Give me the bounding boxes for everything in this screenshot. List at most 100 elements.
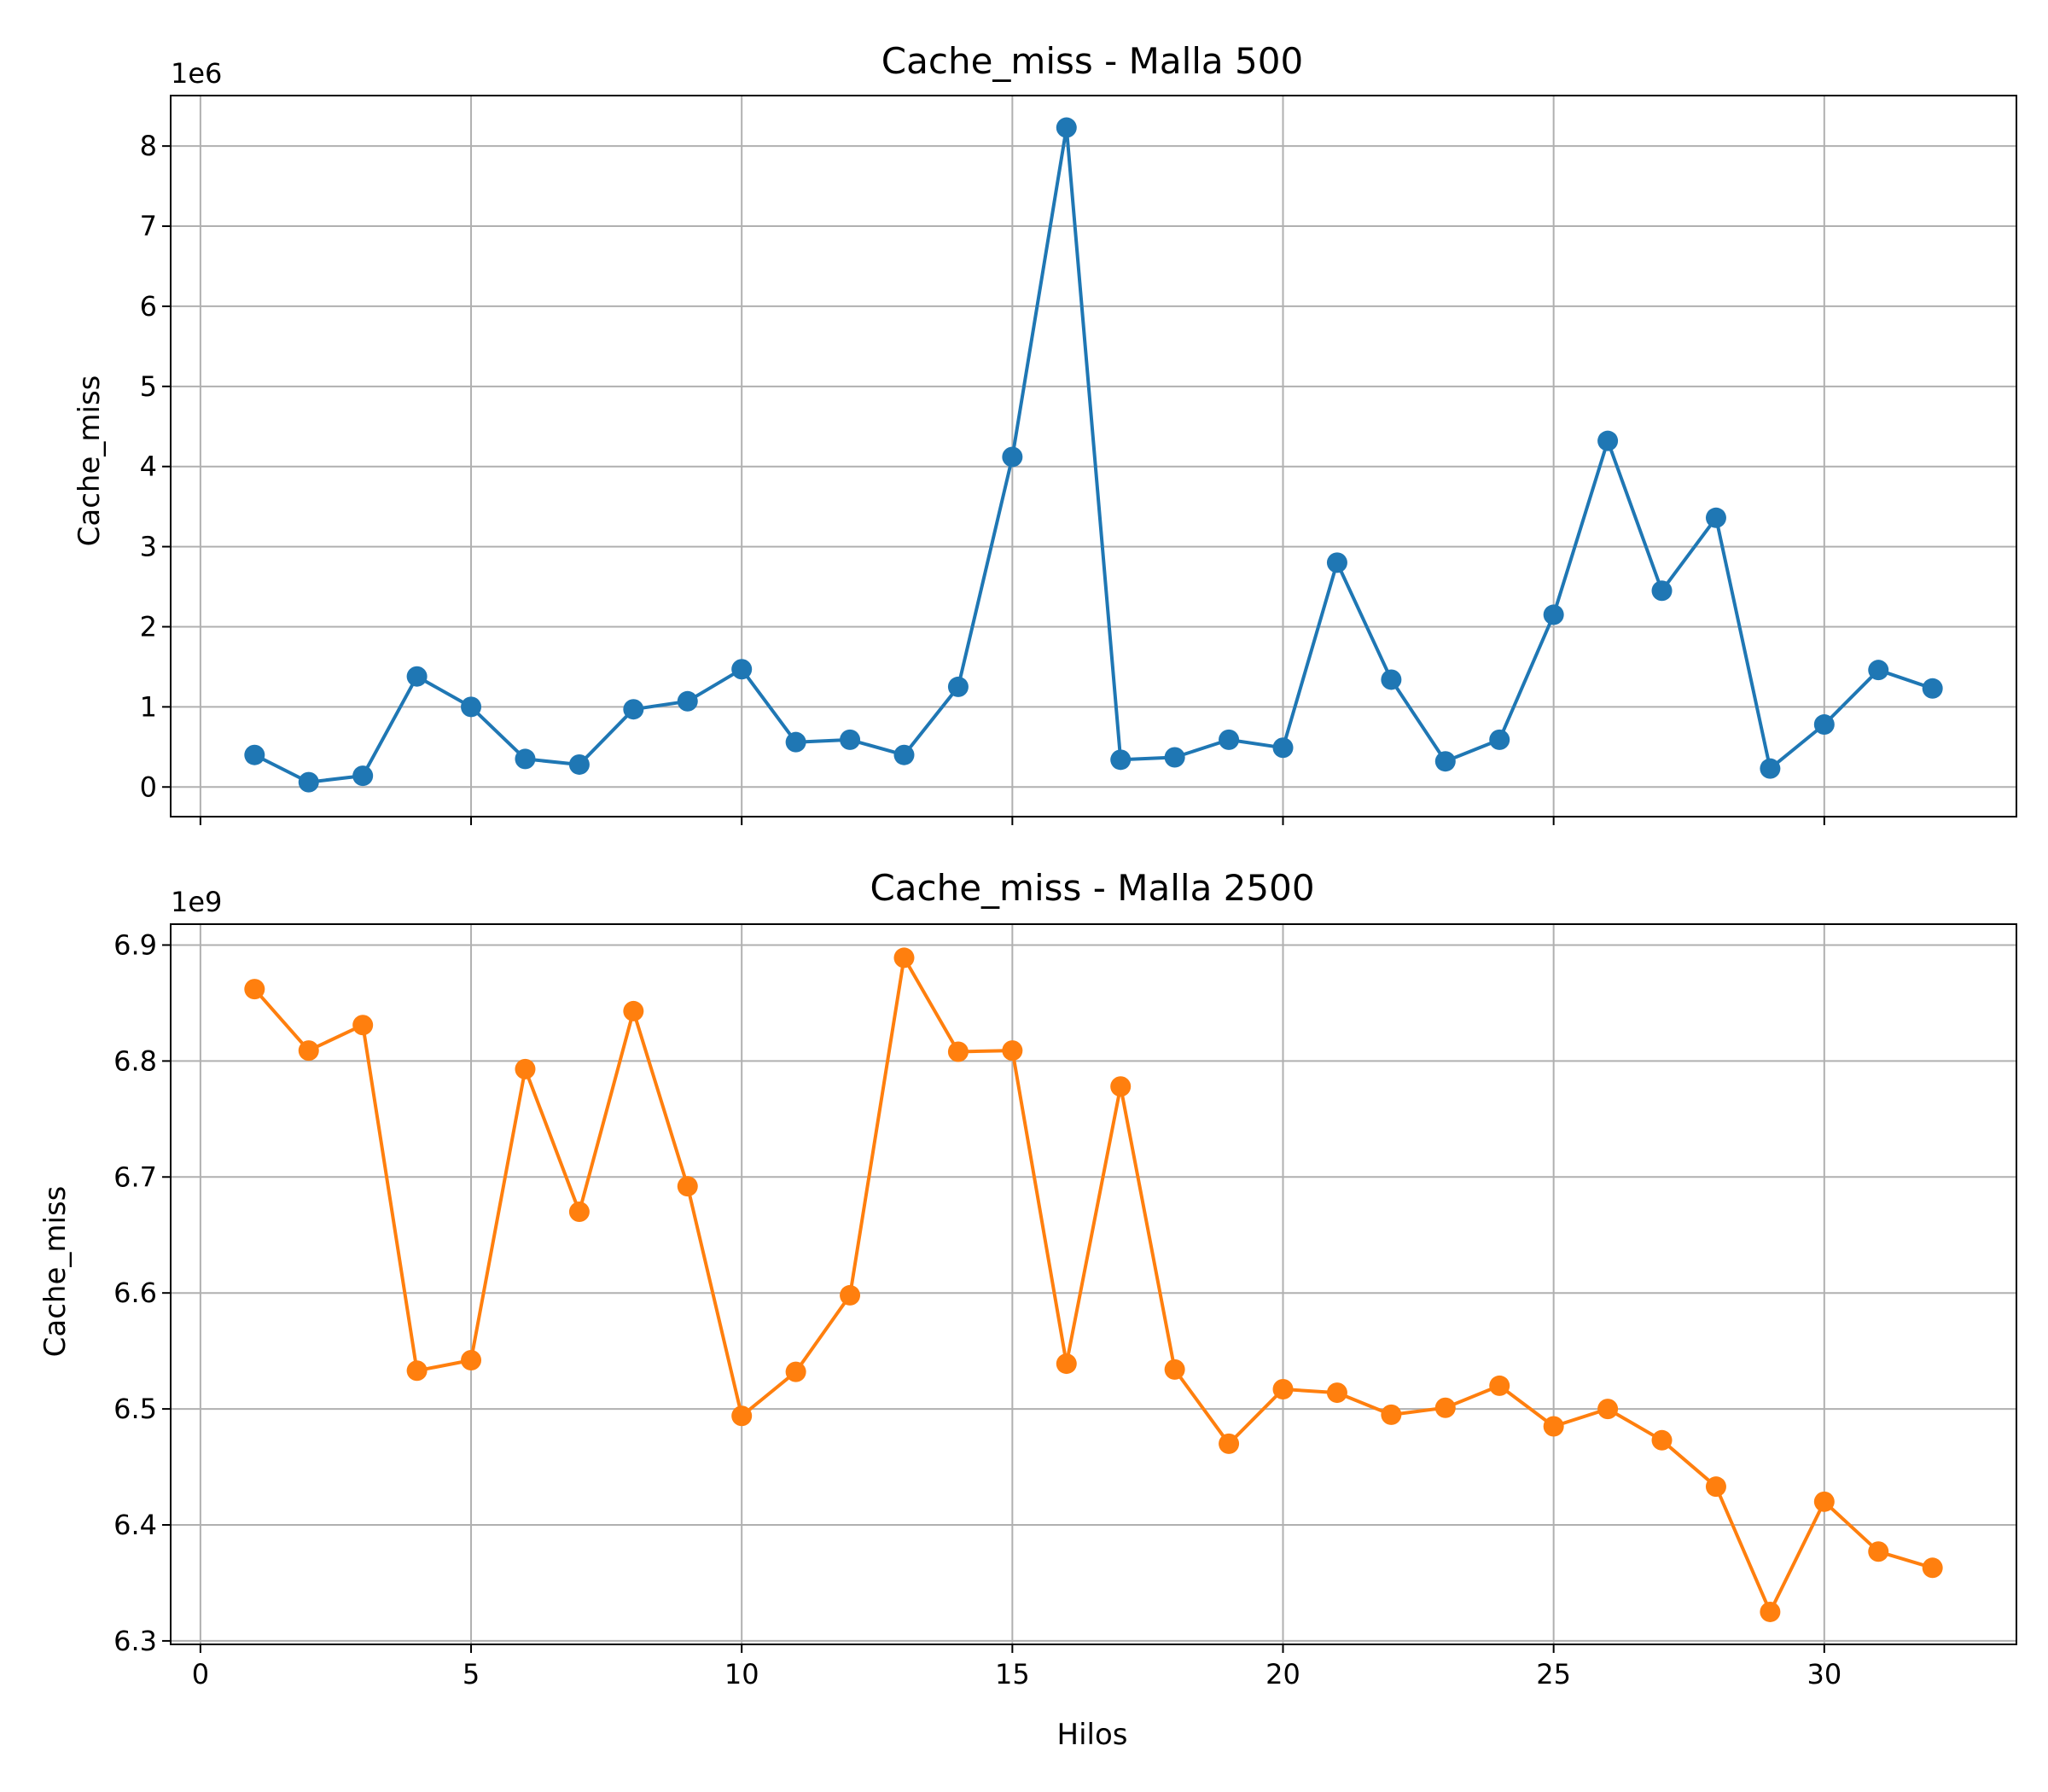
series-line — [253, 956, 1934, 1614]
data-point — [1272, 1378, 1294, 1399]
data-point — [1597, 1399, 1619, 1420]
y-tick-label: 6 — [140, 290, 157, 323]
plot-frame — [170, 923, 2017, 1645]
y-offset-label: 1e6 — [171, 57, 222, 90]
x-tick-label: 0 — [192, 1658, 209, 1690]
data-point — [1381, 1404, 1402, 1425]
data-point — [840, 1284, 861, 1306]
data-point — [461, 696, 482, 718]
chart-title: Cache_miss - Malla 2500 — [870, 867, 1314, 909]
y-tick-label: 7 — [140, 210, 157, 242]
y-axis-label: Cache_miss — [38, 1186, 73, 1358]
y-tick-label: 5 — [140, 370, 157, 403]
data-point — [1489, 729, 1510, 750]
y-tick-label: 3 — [140, 531, 157, 563]
data-point — [893, 947, 915, 969]
data-point — [785, 1361, 806, 1382]
data-point — [1597, 430, 1619, 451]
data-point — [298, 1040, 319, 1062]
x-tick-label: 10 — [724, 1658, 759, 1690]
x-tick-label: 20 — [1265, 1658, 1300, 1690]
data-point — [568, 1201, 590, 1223]
data-point — [1110, 1076, 1132, 1097]
data-point — [1651, 1429, 1673, 1451]
data-point — [1705, 507, 1726, 528]
data-point — [731, 659, 753, 680]
data-point — [623, 699, 644, 720]
data-point — [1219, 729, 1240, 750]
data-point — [1543, 604, 1564, 625]
data-point — [677, 690, 698, 712]
chart-title: Cache_miss - Malla 500 — [881, 40, 1303, 82]
data-point — [1326, 1382, 1347, 1404]
y-tick-label: 2 — [140, 610, 157, 643]
y-tick-label: 6.8 — [113, 1044, 157, 1077]
data-point — [1164, 747, 1185, 768]
data-point — [677, 1176, 698, 1197]
x-tick-label: 15 — [995, 1658, 1030, 1690]
data-point — [1381, 669, 1402, 690]
data-point — [1056, 117, 1077, 138]
data-point — [1760, 1601, 1781, 1622]
data-point — [1868, 1541, 1889, 1562]
y-tick-label: 6.3 — [113, 1625, 157, 1657]
data-point — [785, 731, 806, 753]
data-point — [1434, 1397, 1456, 1418]
ticks: 0 5 10 15 20 25 30 6.3 6.4 6.5 6.6 6.7 6.8 6.9 — [113, 928, 1841, 1690]
chart-panel-malla-500: Cache_miss - Malla 500 1e6 Cache_miss 0 1… — [73, 40, 2017, 825]
data-point — [1326, 552, 1347, 573]
data-point — [406, 666, 428, 687]
series-layer — [244, 117, 1943, 793]
x-axis-label: Hilos — [1057, 1718, 1128, 1752]
data-point — [731, 1405, 753, 1427]
data-point — [947, 1041, 969, 1062]
data-point — [515, 1058, 536, 1079]
y-tick-label: 8 — [140, 130, 157, 162]
data-point — [352, 765, 374, 787]
y-tick-label: 6.9 — [113, 928, 157, 961]
y-tick-label: 1 — [140, 690, 157, 723]
y-tick-label: 0 — [140, 771, 157, 803]
series-layer — [244, 947, 1943, 1622]
data-point — [1868, 660, 1889, 681]
data-point — [1705, 1476, 1726, 1498]
x-tick-label: 25 — [1536, 1658, 1571, 1690]
data-point — [1434, 751, 1456, 772]
data-point — [352, 1015, 374, 1036]
data-point — [515, 748, 536, 770]
plot-frame — [170, 95, 2017, 817]
y-tick-label: 6.4 — [113, 1509, 157, 1541]
data-point — [893, 744, 915, 765]
data-point — [461, 1350, 482, 1371]
y-tick-label: 6.5 — [113, 1393, 157, 1425]
data-point — [244, 979, 265, 1000]
data-point — [1272, 737, 1294, 759]
data-point — [623, 1000, 644, 1021]
data-point — [1813, 1491, 1835, 1512]
y-offset-label: 1e9 — [171, 886, 222, 918]
x-tick-label: 30 — [1807, 1658, 1841, 1690]
data-point — [1056, 1353, 1077, 1375]
x-tick-label: 5 — [463, 1658, 480, 1690]
data-point — [406, 1360, 428, 1382]
data-point — [1002, 446, 1023, 468]
data-point — [840, 729, 861, 750]
data-point — [1110, 749, 1132, 771]
y-tick-label: 6.7 — [113, 1161, 157, 1193]
data-point — [1760, 758, 1781, 779]
y-tick-label: 4 — [140, 451, 157, 483]
data-point — [1219, 1433, 1240, 1454]
data-point — [1164, 1359, 1185, 1380]
data-point — [1002, 1040, 1023, 1062]
chart-panel-malla-2500: Cache_miss - Malla 2500 1e9 Cache_miss H… — [38, 867, 2017, 1752]
y-tick-label: 6.6 — [113, 1277, 157, 1309]
data-point — [298, 771, 319, 793]
y-axis-label: Cache_miss — [73, 375, 107, 547]
data-point — [1813, 714, 1835, 736]
data-point — [1922, 1557, 1943, 1579]
data-point — [568, 753, 590, 775]
data-point — [1922, 678, 1943, 699]
data-point — [244, 744, 265, 765]
